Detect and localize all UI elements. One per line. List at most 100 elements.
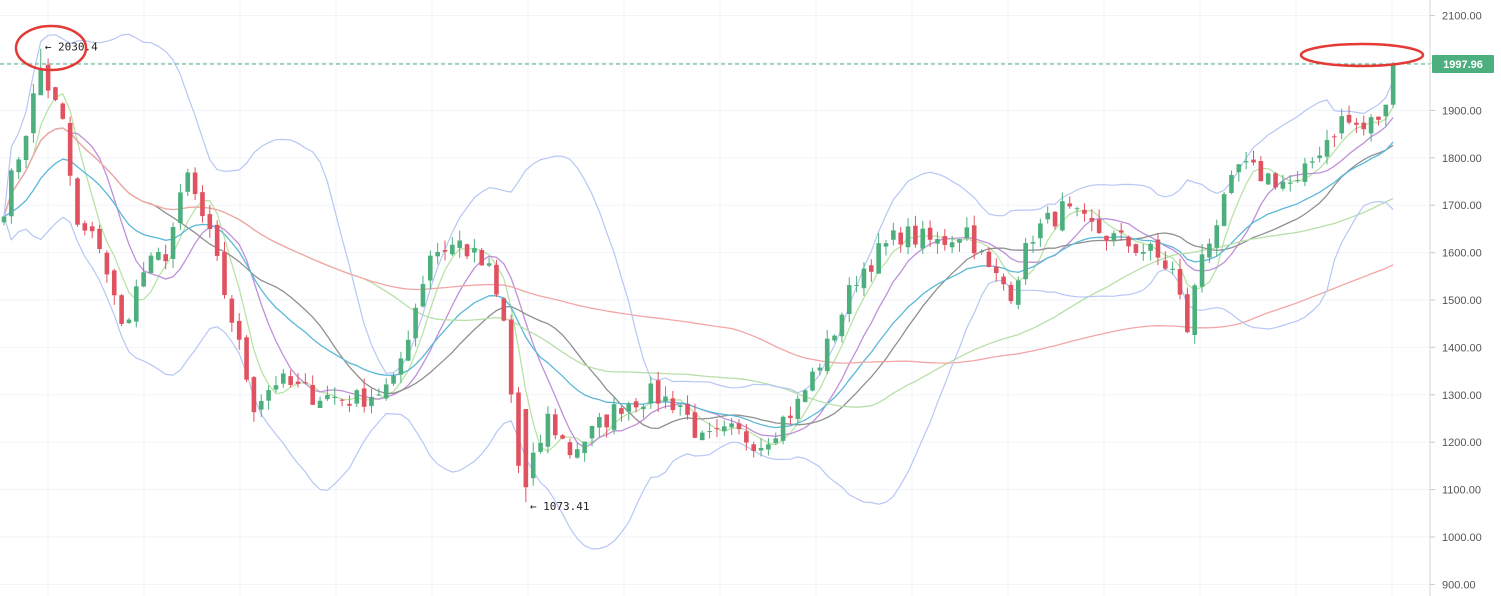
candle-body: [82, 223, 88, 231]
candle-body: [1390, 63, 1396, 105]
candle: [1177, 258, 1183, 300]
candle-body: [883, 243, 889, 247]
candle: [1185, 287, 1190, 334]
candle-body: [200, 192, 205, 217]
candle: [1243, 151, 1249, 170]
candle-body: [611, 404, 617, 430]
y-tick-label: 1900.00: [1442, 105, 1482, 117]
candle: [1, 216, 7, 226]
candle-body: [1295, 180, 1300, 182]
candle: [964, 217, 970, 241]
candle: [729, 417, 734, 436]
candle-body: [258, 400, 264, 410]
candle-body: [597, 417, 602, 428]
candle-body: [971, 225, 977, 254]
candle-body: [942, 236, 948, 245]
candle-body: [295, 381, 301, 384]
candle: [222, 241, 227, 299]
candle: [802, 388, 808, 403]
candle: [949, 235, 955, 254]
candle-body: [214, 224, 220, 256]
candle-body: [303, 382, 308, 384]
y-tick-label: 2100.00: [1442, 11, 1482, 23]
candle: [1273, 172, 1278, 190]
y-tick-label: 1100.00: [1442, 485, 1481, 497]
candle: [722, 420, 727, 436]
candle-body: [1310, 161, 1315, 163]
candle: [288, 369, 293, 388]
candle-body: [993, 266, 999, 274]
candle: [1155, 233, 1161, 266]
candle: [229, 295, 235, 332]
candle: [751, 441, 756, 458]
candle-body: [1199, 254, 1205, 287]
candle-body: [1074, 208, 1080, 210]
candle-body: [1008, 284, 1014, 302]
candle: [942, 229, 948, 251]
candle-body: [273, 385, 279, 390]
candle-body: [575, 449, 580, 458]
y-tick-label: 1600.00: [1442, 248, 1482, 260]
candle: [1346, 105, 1352, 125]
candle-body: [641, 406, 646, 410]
candle-body: [332, 396, 338, 398]
candle-body: [1, 216, 7, 223]
candle-body: [508, 319, 514, 395]
candle: [156, 247, 161, 261]
candle: [457, 230, 462, 258]
candle: [839, 312, 845, 343]
candle-body: [957, 239, 962, 243]
candle: [854, 275, 859, 293]
candle: [134, 279, 139, 328]
candle-body: [913, 225, 918, 245]
candle: [1074, 206, 1080, 217]
candle-body: [413, 307, 418, 339]
y-tick-label: 1700.00: [1442, 200, 1482, 212]
candle-body: [648, 383, 654, 404]
candle-body: [325, 395, 330, 400]
sma-100-line: [3, 127, 1394, 364]
candle-body: [1089, 217, 1095, 222]
candle: [1287, 175, 1293, 192]
highlight-ellipse-high: [14, 24, 88, 72]
candle: [1229, 170, 1234, 195]
candle-body: [876, 243, 881, 274]
candle-body: [339, 399, 345, 401]
low-price-label: ← 1073.41: [530, 500, 590, 513]
candle-body: [428, 255, 433, 281]
candle-body: [31, 93, 36, 134]
last-price-label: 1997.96: [1443, 59, 1483, 71]
candle-body: [1060, 201, 1065, 231]
candle: [552, 408, 558, 440]
y-axis[interactable]: 900.00 1000.00 1100.00 1200.00 1300.00 1400.0…: [1429, 0, 1494, 596]
y-tick-label: 1300.00: [1442, 390, 1482, 402]
candle: [692, 403, 698, 439]
candle: [450, 237, 455, 256]
candle: [545, 406, 551, 454]
candle: [53, 86, 58, 102]
candle: [1126, 235, 1131, 253]
candle-body: [1339, 116, 1344, 134]
candle-body: [810, 371, 815, 391]
candle-body: [1243, 161, 1249, 163]
candle: [1008, 281, 1014, 305]
highlight-ellipse-last-price: [1299, 42, 1425, 68]
candle-body: [126, 319, 132, 324]
candle: [163, 244, 168, 270]
candle: [1060, 192, 1065, 232]
candle: [1148, 242, 1153, 261]
candle-body: [722, 426, 727, 432]
candle-body: [1163, 260, 1168, 269]
candle: [435, 242, 440, 265]
candle: [472, 239, 477, 263]
candle-body: [530, 452, 536, 479]
candle: [126, 317, 132, 324]
candle-body: [626, 404, 632, 412]
candle-body: [817, 367, 823, 371]
candle: [846, 277, 852, 323]
indicator-overlays: [3, 33, 1394, 550]
candle-body: [979, 251, 984, 253]
candle-body: [766, 444, 771, 450]
last-price-badge: [1432, 54, 1494, 73]
